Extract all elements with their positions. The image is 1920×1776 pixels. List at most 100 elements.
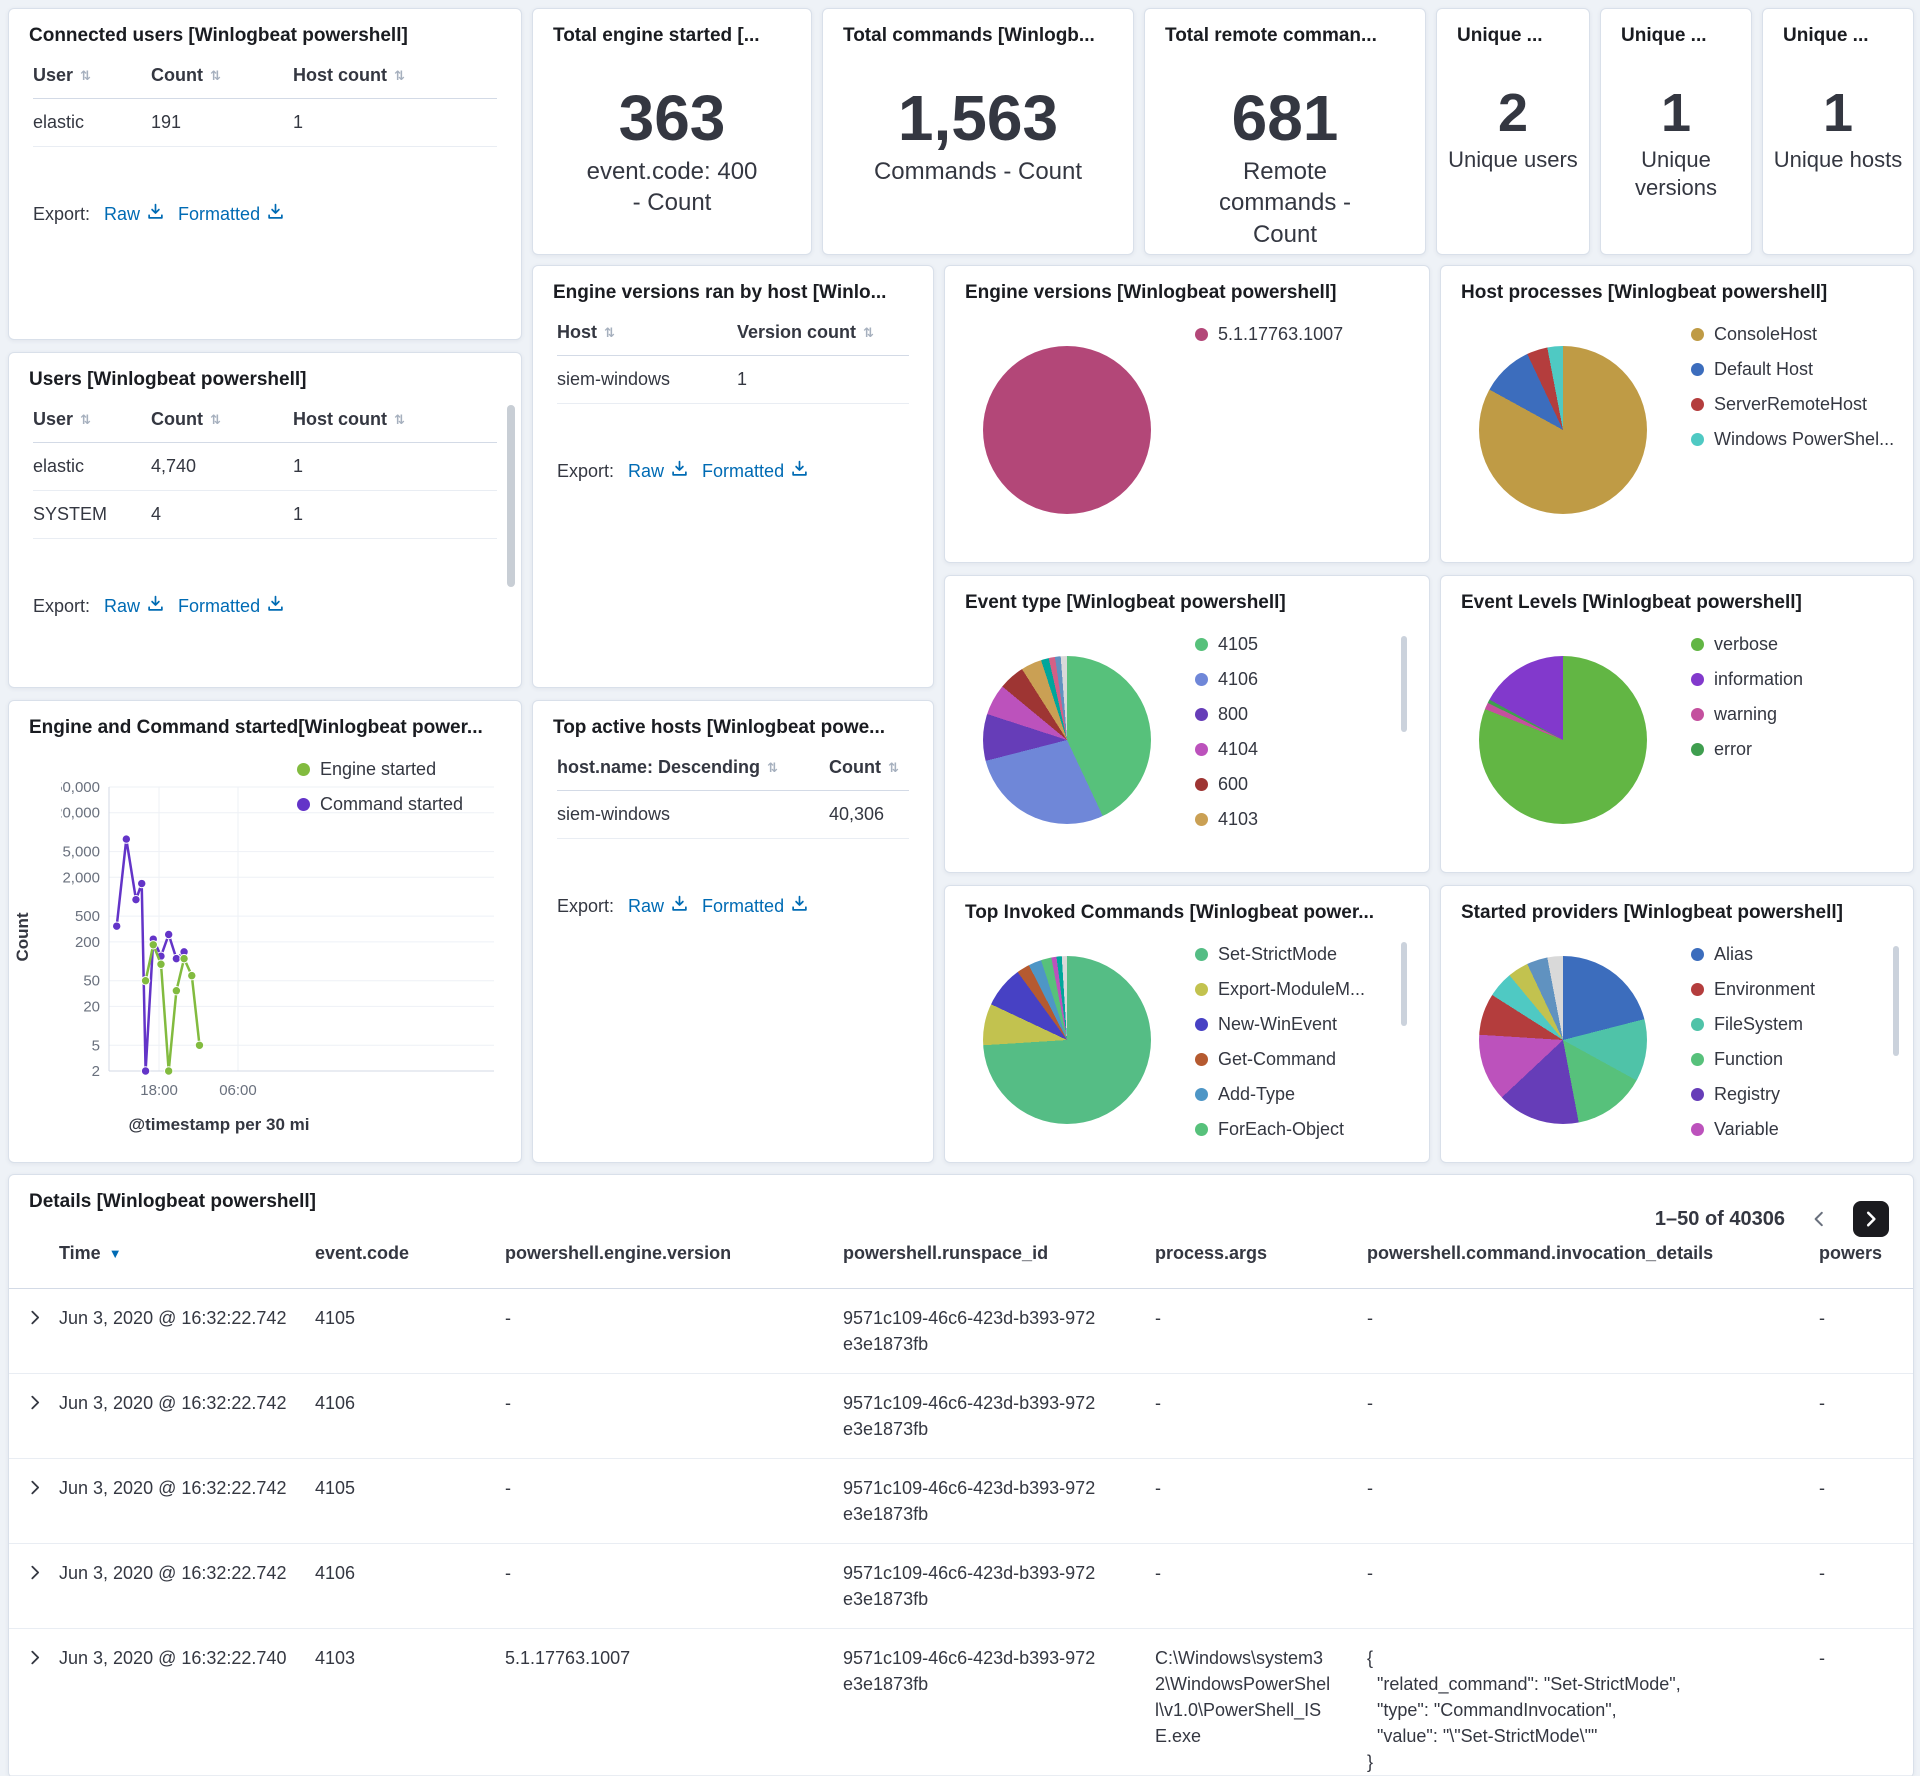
legend-item[interactable]: Windows PowerShel... [1691,429,1894,449]
chevron-right-icon [31,1650,40,1665]
export-formatted-link[interactable]: Formatted [178,203,284,225]
legend-item[interactable]: ForEach-Object [1195,1119,1365,1139]
export-raw-link[interactable]: Raw [628,460,688,482]
legend-item[interactable]: FileSystem [1691,1014,1815,1034]
details-column-header[interactable]: event.code [309,1243,499,1264]
legend-item[interactable]: error [1691,739,1803,759]
details-cell-time: Jun 3, 2020 @ 16:32:22.742 [59,1308,287,1328]
table-cell: elastic [33,112,85,132]
panel-event-levels: Event Levels [Winlogbeat powershell] ver… [1440,575,1914,873]
column-header[interactable]: Host count ⇅ [293,65,497,86]
legend-item[interactable]: Environment [1691,979,1815,999]
details-column-header[interactable]: powershell.command.invocation_details [1361,1243,1813,1264]
metric-value: 1 [1822,83,1854,143]
export-formatted-link[interactable]: Formatted [702,460,808,482]
panel-title: Event type [Winlogbeat powershell] [965,592,1286,613]
legend-item[interactable]: Set-StrictMode [1195,944,1365,964]
top-invoked-commands-pie-chart[interactable] [983,956,1151,1124]
details-table-body: Jun 3, 2020 @ 16:32:22.742 4105 - 9571c109-… [9,1289,1913,1776]
event-levels-pie-chart[interactable] [1479,656,1647,824]
host-processes-pie-chart[interactable] [1479,346,1647,514]
legend-item[interactable]: Function [1691,1049,1815,1069]
expand-row-button[interactable] [9,1390,53,1418]
legend-item[interactable]: ServerRemoteHost [1691,394,1894,414]
panel-title: Connected users [Winlogbeat powershell] [29,25,408,46]
legend-item[interactable]: Default Host [1691,359,1894,379]
legend-item[interactable]: verbose [1691,634,1803,654]
legend-item[interactable]: Add-Type [1195,1084,1365,1104]
next-page-button[interactable] [1853,1201,1889,1237]
panel-title: Total commands [Winlogb... [843,25,1095,46]
expand-row-button[interactable] [9,1645,53,1673]
details-cell-extra: - [1819,1393,1825,1413]
legend-item[interactable]: 5.1.17763.1007 [1195,324,1343,344]
panel-engine-versions-by-host: Engine versions ran by host [Winlo... Ho… [532,265,934,688]
table-row: siem-windows 40,306 [557,791,909,839]
panel-top-invoked-commands: Top Invoked Commands [Winlogbeat power..… [944,885,1430,1163]
panel-title: Engine versions ran by host [Winlo... [553,282,887,303]
details-column-header[interactable]: process.args [1149,1243,1361,1264]
legend-item[interactable]: Engine started [297,759,463,779]
table-cell: 1 [737,369,748,389]
export-row: Export: Raw Formatted [33,595,497,617]
legend-label: Windows PowerShel... [1714,429,1895,449]
export-raw-link[interactable]: Raw [628,895,688,917]
legend-item[interactable]: Command started [297,794,463,814]
engine-versions-pie-chart[interactable] [983,346,1151,514]
column-header[interactable]: Host ⇅ [557,322,737,343]
details-column-header[interactable]: powers [1813,1243,1913,1264]
details-column-header[interactable]: Time ▼ [53,1243,309,1264]
legend-item[interactable]: Variable [1691,1119,1815,1139]
legend-item[interactable]: New-WinEvent [1195,1014,1365,1034]
previous-page-button[interactable] [1801,1201,1837,1237]
legend-item[interactable]: Get-Command [1195,1049,1365,1069]
column-header[interactable]: User ⇅ [33,409,151,430]
export-raw-text: Raw [628,895,665,916]
scrollbar[interactable] [507,405,515,587]
legend-item[interactable]: Export-ModuleM... [1195,979,1365,999]
expand-row-button[interactable] [9,1560,53,1588]
export-formatted-link[interactable]: Formatted [178,595,284,617]
legend-item[interactable]: ConsoleHost [1691,324,1894,344]
legend-item[interactable]: Alias [1691,944,1815,964]
legend-item[interactable]: 4104 [1195,739,1258,759]
x-axis-title: @timestamp per 30 mi [128,1115,310,1134]
panel-top-active-hosts: Top active hosts [Winlogbeat powe... hos… [532,700,934,1163]
legend-item[interactable]: warning [1691,704,1803,724]
column-header[interactable]: Host count ⇅ [293,409,497,430]
expand-row-button[interactable] [9,1305,53,1333]
legend-scrollbar[interactable] [1893,946,1899,1056]
legend-item[interactable]: Registry [1691,1084,1815,1104]
expand-row-button[interactable] [9,1475,53,1503]
chevron-left-icon [1814,1211,1823,1227]
export-raw-link[interactable]: Raw [104,595,164,617]
details-cell-code: 4105 [315,1478,356,1498]
column-header-label: Host [557,322,597,342]
legend-scrollbar[interactable] [1401,942,1407,1026]
legend-color-dot [1691,982,1704,996]
legend-item[interactable]: information [1691,669,1803,689]
panel-total-commands: Total commands [Winlogb... 1,563 Commands… [822,8,1134,255]
column-header[interactable]: User ⇅ [33,65,151,86]
details-column-header[interactable]: powershell.runspace_id [837,1243,1149,1264]
legend-item[interactable]: 4105 [1195,634,1258,654]
legend-item[interactable]: 4103 [1195,809,1258,829]
legend-scrollbar[interactable] [1401,636,1407,732]
details-cell-invocation: { "related_command": "Set-StrictMode", "… [1367,1648,1681,1772]
legend-item[interactable]: 4106 [1195,669,1258,689]
panel-title: Users [Winlogbeat powershell] [29,369,307,390]
legend-item[interactable]: 800 [1195,704,1258,724]
line-chart[interactable]: 50,000 20,000 5,000 2,000 500 200 50 20 5 2 18:00 0… [54,773,501,1108]
column-header[interactable]: Count ⇅ [829,757,909,778]
event-type-pie-chart[interactable] [983,656,1151,824]
details-column-header[interactable]: powershell.engine.version [499,1243,837,1264]
column-header[interactable]: Version count ⇅ [737,322,909,343]
legend-item[interactable]: 600 [1195,774,1258,794]
column-header[interactable]: Count ⇅ [151,65,293,86]
column-header[interactable]: host.name: Descending ⇅ [557,757,829,778]
column-header[interactable]: Count ⇅ [151,409,293,430]
started-providers-pie-chart[interactable] [1479,956,1647,1124]
export-raw-link[interactable]: Raw [104,203,164,225]
export-formatted-link[interactable]: Formatted [702,895,808,917]
